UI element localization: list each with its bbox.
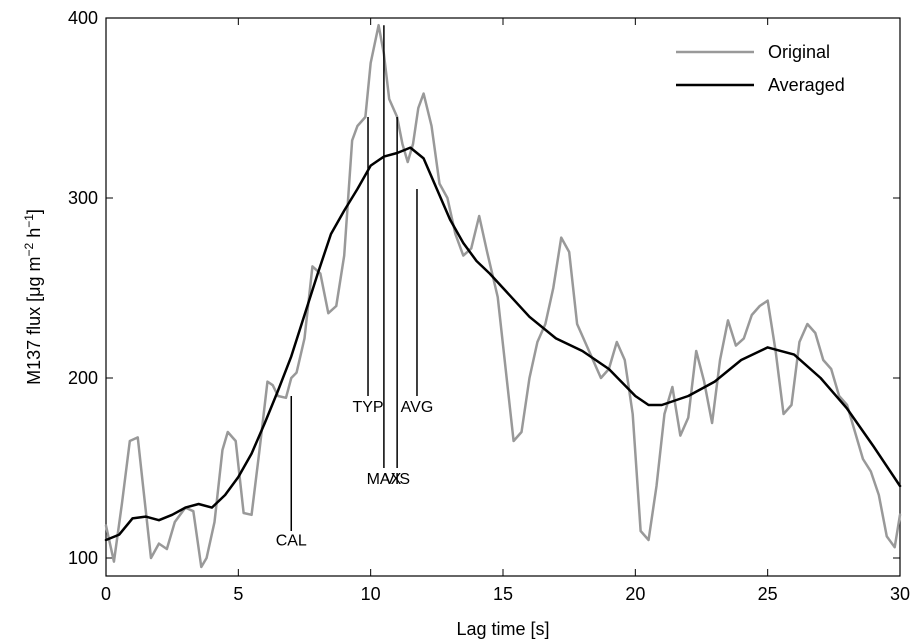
plot-frame: [105, 17, 901, 577]
x-tick-label: 30: [890, 584, 910, 604]
y-tick-label: 300: [68, 188, 98, 208]
legend-label-original: Original: [768, 42, 830, 62]
x-tick-label: 20: [625, 584, 645, 604]
x-tick-label: 10: [361, 584, 381, 604]
y-axis-title-suffix: ]: [24, 209, 44, 214]
annotation-label-vis: VIS: [384, 471, 410, 488]
axis-ticks: 0 5 10 15 20 25 30 100 200 300 400: [68, 8, 910, 604]
x-tick-label: 5: [233, 584, 243, 604]
annotation-label-typ: TYP: [352, 399, 383, 416]
y-tick-label: 200: [68, 368, 98, 388]
annotation-label-cal: CAL: [276, 532, 307, 549]
y-axis-title-mid: h: [24, 228, 44, 243]
legend: Original Averaged: [676, 42, 845, 95]
y-axis-title-exp1: −2: [22, 242, 36, 256]
y-axis-title: M137 flux [μg m−2 h−1]: [22, 209, 44, 385]
y-tick-label: 400: [68, 8, 98, 28]
series-line-original: [104, 23, 902, 569]
series-line-averaged: [104, 146, 902, 542]
x-tick-label: 25: [758, 584, 778, 604]
y-axis-title-prefix: M137 flux [μg m: [24, 256, 44, 384]
annotation-label-max: MAX: [367, 471, 402, 488]
y-tick-label: 100: [68, 548, 98, 568]
y-axis-title-exp2: −1: [22, 214, 36, 228]
x-tick-label: 15: [493, 584, 513, 604]
series-layer: [104, 23, 902, 569]
legend-label-averaged: Averaged: [768, 75, 845, 95]
x-axis-title: Lag time [s]: [456, 619, 549, 639]
annotation-label-avg: AVG: [401, 399, 434, 416]
x-tick-label: 0: [101, 584, 111, 604]
